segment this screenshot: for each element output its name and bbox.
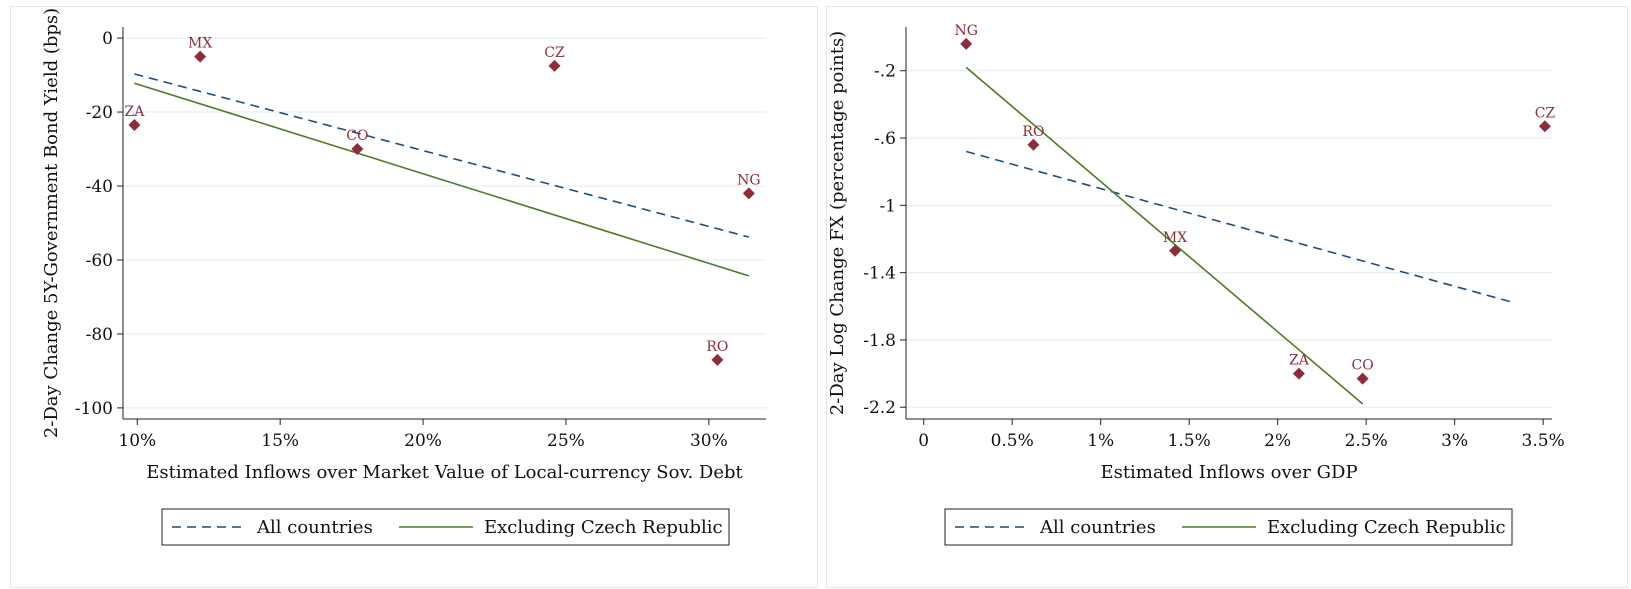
left-fit-lines xyxy=(134,73,750,277)
left-point-mx xyxy=(194,50,207,63)
right-axes xyxy=(905,27,1552,420)
left-x-tick-label: 10% xyxy=(118,431,156,451)
right-point-label-za: ZA xyxy=(1289,353,1310,369)
right-y-tick-label: -.6 xyxy=(874,129,896,149)
right-y-tick-label: -.2 xyxy=(874,62,896,82)
right-y-tick-label: -1.4 xyxy=(863,264,896,284)
right-point-ro xyxy=(1027,138,1040,151)
left-x-tick-label: 15% xyxy=(261,431,299,451)
left-x-tick-label: 25% xyxy=(547,431,585,451)
left-x-axis-title: Estimated Inflows over Market Value of L… xyxy=(146,462,743,483)
right-point-ng xyxy=(960,37,973,50)
left-point-label-mx: MX xyxy=(188,36,212,52)
right-point-label-ng: NG xyxy=(954,23,977,39)
right-point-label-cz: CZ xyxy=(1535,105,1556,121)
right-points: NG RO MX ZA CO CZ xyxy=(954,23,1555,385)
right-fit-line-all-countries xyxy=(965,150,1516,304)
left-y-tick-label: 0 xyxy=(102,29,113,49)
right-x-tick-label: 0.5% xyxy=(991,431,1034,451)
right-x-tick-label: 2.5% xyxy=(1345,431,1388,451)
left-y-tick-label: -20 xyxy=(86,103,113,123)
left-legend-label-all-countries: All countries xyxy=(256,517,373,538)
right-y-tick-label: -1.8 xyxy=(863,331,896,351)
left-points: ZA MX CO CZ RO NG xyxy=(125,36,761,366)
right-x-tick-label: 1.5% xyxy=(1168,431,1211,451)
left-fit-line-excluding-czech xyxy=(134,82,750,277)
left-legend: All countries Excluding Czech Republic xyxy=(161,508,730,546)
left-axes xyxy=(122,27,766,420)
right-x-axis-title: Estimated Inflows over GDP xyxy=(1100,462,1357,483)
left-point-co xyxy=(351,143,364,156)
right-x-tick-label: 3% xyxy=(1441,431,1468,451)
left-point-cz xyxy=(548,59,561,72)
left-point-label-co: CO xyxy=(346,128,368,144)
right-fit-line-excluding-czech xyxy=(965,66,1364,405)
left-x-tick-label: 30% xyxy=(690,431,728,451)
right-point-za xyxy=(1292,367,1305,380)
chart-left-panel xyxy=(10,6,818,588)
right-point-co xyxy=(1356,372,1369,385)
right-fit-lines xyxy=(965,66,1516,405)
right-grid xyxy=(906,70,1552,408)
right-y-axis-title: 2-Day Log Change FX (percentage points) xyxy=(827,31,848,415)
left-y-ticks: 0 -20 -40 -60 -80 -100 xyxy=(75,29,123,419)
right-x-tick-label: 2% xyxy=(1264,431,1291,451)
left-point-label-za: ZA xyxy=(125,104,146,120)
left-y-axis-title: 2-Day Change 5Y-Government Bond Yield (b… xyxy=(41,8,62,438)
right-x-tick-label: 3.5% xyxy=(1522,431,1565,451)
right-point-label-co: CO xyxy=(1352,358,1374,374)
left-point-ro xyxy=(711,353,724,366)
right-point-cz xyxy=(1538,120,1551,133)
right-y-ticks: -.2 -.6 -1 -1.4 -1.8 -2.2 xyxy=(863,62,906,418)
right-legend-label-excluding-czech: Excluding Czech Republic xyxy=(1267,517,1506,538)
right-x-tick-label: 0 xyxy=(918,431,929,451)
right-y-tick-label: -2.2 xyxy=(863,398,896,418)
left-grid xyxy=(123,37,766,409)
left-point-label-ro: RO xyxy=(706,339,728,355)
left-point-ng xyxy=(742,187,755,200)
left-y-tick-label: -40 xyxy=(86,177,113,197)
right-point-label-mx: MX xyxy=(1163,230,1187,246)
bond-yield-chart: 0 -20 -40 -60 -80 -100 10% 15% 20% 25% 30% ZA MX CO… xyxy=(41,8,766,546)
right-x-ticks: 0 0.5% 1% 1.5% 2% 2.5% 3% 3.5% xyxy=(918,419,1565,451)
fx-change-chart: -.2 -.6 -1 -1.4 -1.8 -2.2 0 0.5% 1% 1.5% 2% 2.5% 3%… xyxy=(827,23,1565,546)
left-x-ticks: 10% 15% 20% 25% 30% xyxy=(118,419,728,451)
left-point-label-cz: CZ xyxy=(544,45,565,61)
right-point-label-ro: RO xyxy=(1022,124,1044,140)
left-point-za xyxy=(128,119,141,131)
right-point-mx xyxy=(1169,244,1182,257)
left-legend-label-excluding-czech: Excluding Czech Republic xyxy=(484,517,723,538)
right-y-tick-label: -1 xyxy=(879,196,896,216)
right-x-tick-label: 1% xyxy=(1087,431,1114,451)
right-legend: All countries Excluding Czech Republic xyxy=(944,508,1513,546)
left-y-tick-label: -60 xyxy=(86,251,113,271)
left-point-label-ng: NG xyxy=(737,172,760,188)
left-y-tick-label: -100 xyxy=(75,399,113,419)
right-legend-label-all-countries: All countries xyxy=(1039,517,1156,538)
left-fit-line-all-countries xyxy=(134,73,750,238)
left-x-tick-label: 20% xyxy=(404,431,442,451)
left-y-tick-label: -80 xyxy=(86,325,113,345)
